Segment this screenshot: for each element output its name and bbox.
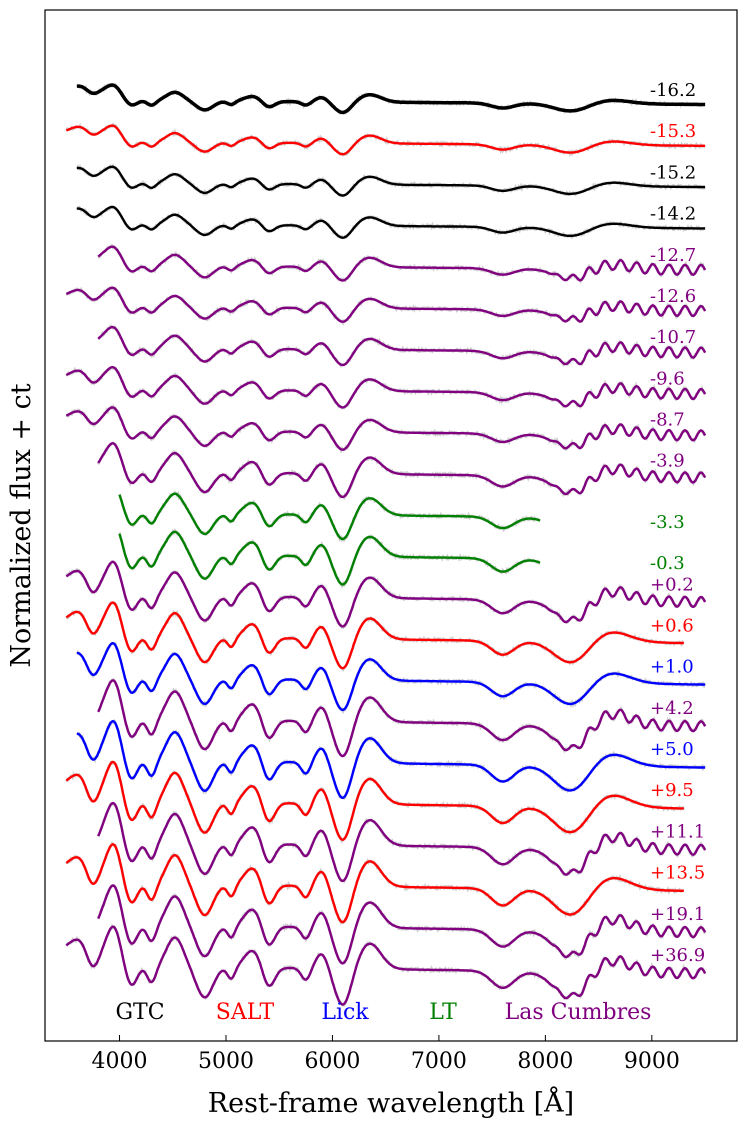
spectrum-line xyxy=(118,530,541,586)
epoch-label: -9.6 xyxy=(650,368,685,389)
spectrum-line xyxy=(65,366,707,409)
spectrum-line xyxy=(65,843,684,924)
legend-salt: SALT xyxy=(216,1000,275,1025)
spectrum-line xyxy=(76,165,706,197)
x-tick-label: 5000 xyxy=(198,1049,254,1074)
epoch-label: -8.7 xyxy=(650,410,685,431)
x-axis: 4000 5000 6000 7000 8000 9000 xyxy=(92,1035,680,1074)
spectrum-line xyxy=(97,801,707,883)
spectrum-line xyxy=(97,245,707,282)
spectrum-line xyxy=(76,205,706,239)
epoch-label: -0.3 xyxy=(650,553,685,574)
epoch-labels: -16.2 -15.3 -15.2 -14.2 -12.7 -12.6 -10.7 -9.6 -… xyxy=(650,80,705,966)
spectrum-line xyxy=(65,286,707,323)
epoch-label: -3.9 xyxy=(650,451,685,472)
legend: GTC SALT Lick LT Las Cumbres xyxy=(115,1000,651,1025)
spectrum-line xyxy=(65,124,706,156)
x-tick-label: 6000 xyxy=(304,1049,360,1074)
epoch-label: +36.9 xyxy=(650,945,705,966)
spectrum-line xyxy=(97,325,707,367)
epoch-label: +0.2 xyxy=(650,574,694,595)
epoch-label: -12.7 xyxy=(650,245,696,266)
plot-frame xyxy=(44,9,738,1042)
y-axis-label: Normalized flux + ct xyxy=(6,383,37,667)
spectrum-line xyxy=(97,442,707,499)
epoch-label: -16.2 xyxy=(650,80,696,101)
legend-lt: LT xyxy=(429,1000,457,1025)
legend-gtc: GTC xyxy=(115,1000,164,1025)
legend-las-cumbres: Las Cumbres xyxy=(505,1000,652,1025)
spectrum-line xyxy=(97,884,707,965)
spectrum-line xyxy=(76,642,706,712)
epoch-label: -10.7 xyxy=(650,327,696,348)
spectrum-line xyxy=(65,601,684,670)
spectrum-line xyxy=(118,492,541,541)
spectrum-line xyxy=(65,406,707,451)
epoch-label: +11.1 xyxy=(650,821,705,842)
epoch-label: -15.3 xyxy=(650,121,696,142)
x-axis-label: Rest-frame wavelength [Å] xyxy=(208,1086,574,1119)
spectrum-line xyxy=(65,925,707,1006)
x-tick-label: 4000 xyxy=(92,1049,148,1074)
spectrum-line xyxy=(65,760,684,841)
epoch-label: -3.3 xyxy=(650,512,685,533)
epoch-label: -15.2 xyxy=(650,162,696,183)
spectrum-line xyxy=(76,720,706,799)
x-tick-label: 8000 xyxy=(517,1049,573,1074)
epoch-label: +9.5 xyxy=(650,780,694,801)
epoch-label: +19.1 xyxy=(650,904,705,925)
epoch-label: -12.6 xyxy=(650,286,696,307)
spectrum-line xyxy=(97,679,707,758)
spectrum-line xyxy=(65,560,707,628)
x-tick-label: 7000 xyxy=(411,1049,467,1074)
epoch-label: +1.0 xyxy=(650,657,694,678)
spectra-layer xyxy=(65,82,707,1007)
legend-lick: Lick xyxy=(321,1000,369,1025)
epoch-label: +0.6 xyxy=(650,615,694,636)
epoch-label: -14.2 xyxy=(650,204,696,225)
spectrum-line xyxy=(76,83,706,115)
epoch-label: +5.0 xyxy=(650,739,694,760)
x-tick-label: 9000 xyxy=(624,1049,680,1074)
epoch-label: +4.2 xyxy=(650,698,694,719)
epoch-label: +13.5 xyxy=(650,863,705,884)
